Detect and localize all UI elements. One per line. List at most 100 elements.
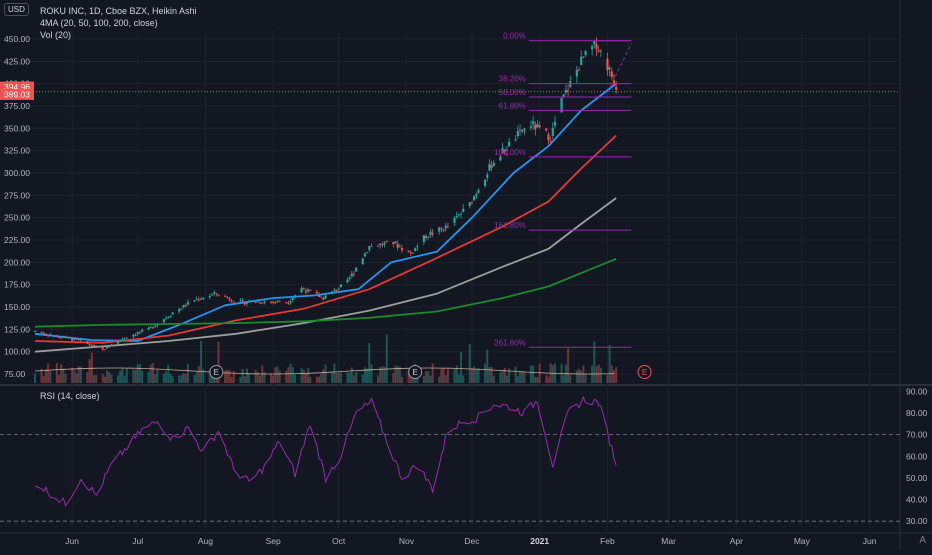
price-tick-label: 300.00 [4,168,30,178]
candle-body [199,298,203,300]
volume-bar [595,366,598,383]
time-tick-label: Apr [730,536,743,546]
fib-retracement[interactable]: 0.00% 38.20% 50.00% 61.80% 100.00% 161.80% 261… [494,32,632,348]
candle-body [77,339,80,341]
candle-body [274,301,277,303]
volume-bar [318,376,321,383]
volume-bar [578,368,581,383]
volume-bar [453,369,456,383]
symbol-title[interactable]: ROKU INC, 1D, Cboe BZX, Heikin Ashi [40,6,197,16]
volume-bar [370,364,373,383]
last-price-tag-label: 394.96 [4,82,30,92]
volume-bar [551,365,554,383]
vol-legend[interactable]: Vol (20) [40,30,72,40]
ma-line-100 [34,197,617,353]
candle-body [392,242,395,245]
candle-body [239,300,242,302]
time-axis: Jun Jul Aug Sep Oct Nov Dec 2021 Feb Mar Apr May Jun [65,536,876,546]
earnings-marker[interactable]: E [408,365,423,379]
candle-body [232,301,235,303]
candles [33,37,618,351]
ma-line-20 [34,82,617,342]
price-tick-label: 200.00 [4,257,30,267]
candle-body [457,214,460,216]
candle-body [178,309,181,312]
volume-bar [86,371,89,383]
candle-body [317,294,321,298]
candle-body [269,301,273,303]
volume-bar [40,368,43,383]
volume-bar [392,373,395,383]
volume-bar [147,371,150,383]
time-tick-label: Jun [65,536,79,546]
volume-bar [429,375,432,383]
volume-bar [73,370,76,383]
volume-bar [475,369,478,383]
volume-bar [208,369,211,383]
time-tick-label: Sep [266,536,281,546]
candle-body [213,292,216,294]
candle-body [376,246,380,247]
fib-level-label: 261.80% [494,338,526,347]
volume-bar [167,364,170,383]
volume-bar [156,369,159,383]
volume-bar [151,363,154,383]
candle-body [134,334,137,336]
earnings-label: E [642,368,647,377]
volume-bar [422,376,425,383]
fib-level-label: 38.20% [499,75,526,84]
candle-body [331,291,334,295]
candle-body [40,331,43,333]
candle-body [350,273,353,277]
volume-bar [259,375,262,383]
candle-body [508,141,511,147]
candle-body [90,345,93,347]
volume-bar [110,374,113,383]
candle-body [560,97,563,113]
candle-body [60,337,63,339]
volume-bar [427,371,430,383]
volume-bar [138,364,141,383]
price-axis-bg [901,0,932,384]
candle-body [370,245,373,247]
candle-body [315,291,318,294]
candle-body [62,336,65,338]
ma-line-50 [34,134,617,344]
volume-bar [103,376,106,383]
candle-body [226,296,229,298]
volume-bar [274,367,277,383]
earnings-marker[interactable]: E [209,365,224,379]
candle-body [575,69,578,77]
candle-body [293,295,297,297]
candle-body [597,49,600,51]
rsi-tick-label: 60.00 [906,451,928,461]
candle-body [125,337,128,339]
candle-body [86,341,89,344]
earnings-marker[interactable]: E [637,365,652,379]
ma-legend[interactable]: 4MA (20, 50, 100, 200, close) [40,18,158,28]
earnings-circle [408,365,423,379]
candle-body [379,243,382,246]
candle-body [243,302,246,305]
volume-bar [79,366,82,383]
volume-bar [322,369,325,383]
volume-bar [547,376,550,383]
rsi-legend[interactable]: RSI (14, close) [40,391,100,401]
volume-bar [71,367,74,383]
candle-body [151,327,155,329]
currency-button[interactable]: USD [4,3,29,16]
fib-level-label: 161.80% [494,221,526,230]
last-price-tag-label: 389.03 [4,89,30,99]
volume-bar [178,375,181,383]
auto-scale-button[interactable]: A [919,535,926,546]
candle-body [483,179,487,187]
volume-bar [379,367,382,383]
candle-body [396,243,399,248]
candle-body [180,308,183,310]
volume-bar [488,367,491,383]
candle-body [197,299,200,301]
candle-body [459,213,463,215]
volume-bar [366,368,369,383]
